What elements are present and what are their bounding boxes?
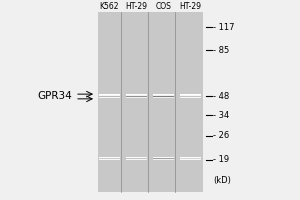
- Text: HT-29: HT-29: [179, 2, 202, 11]
- Bar: [126, 95, 147, 96]
- Text: - 48: - 48: [213, 92, 229, 101]
- Text: - 34: - 34: [213, 111, 229, 120]
- Bar: [153, 95, 174, 96]
- Bar: [126, 96, 147, 97]
- Bar: [153, 159, 174, 160]
- Bar: [99, 158, 120, 159]
- Bar: [99, 158, 120, 159]
- Bar: [99, 94, 120, 95]
- Bar: [153, 97, 174, 98]
- Text: - 26: - 26: [213, 131, 229, 140]
- Bar: [153, 95, 174, 96]
- Bar: [153, 157, 174, 158]
- Bar: [99, 96, 120, 97]
- Bar: [126, 97, 147, 98]
- Bar: [126, 96, 147, 97]
- Bar: [153, 159, 174, 160]
- Bar: [126, 95, 147, 96]
- Bar: [126, 158, 147, 159]
- Bar: [98, 12, 202, 192]
- Bar: [153, 97, 174, 98]
- Bar: [180, 97, 201, 98]
- Bar: [180, 159, 201, 160]
- Bar: [126, 158, 147, 159]
- Bar: [99, 97, 120, 98]
- Bar: [99, 157, 120, 158]
- Bar: [153, 96, 174, 97]
- Bar: [99, 95, 120, 96]
- Text: COS: COS: [156, 2, 171, 11]
- Bar: [153, 157, 174, 158]
- Bar: [180, 158, 201, 159]
- Bar: [153, 94, 174, 95]
- Bar: [180, 159, 201, 160]
- Bar: [126, 159, 147, 160]
- Bar: [126, 157, 147, 158]
- Bar: [180, 157, 201, 158]
- Bar: [126, 159, 147, 160]
- Bar: [99, 97, 120, 98]
- Text: - 19: - 19: [213, 155, 229, 164]
- Bar: [180, 96, 201, 97]
- Text: HT-29: HT-29: [125, 2, 148, 11]
- Bar: [153, 158, 174, 159]
- Bar: [99, 159, 120, 160]
- Text: GPR34: GPR34: [37, 91, 72, 101]
- Bar: [126, 97, 147, 98]
- Text: - 85: - 85: [213, 46, 229, 55]
- Bar: [126, 94, 147, 95]
- Bar: [99, 96, 120, 97]
- Bar: [99, 157, 120, 158]
- Bar: [99, 95, 120, 96]
- Text: (kD): (kD): [213, 176, 231, 185]
- Bar: [180, 94, 201, 95]
- Text: - 117: - 117: [213, 23, 235, 32]
- Bar: [126, 157, 147, 158]
- Bar: [180, 95, 201, 96]
- Bar: [180, 95, 201, 96]
- Text: K562: K562: [100, 2, 119, 11]
- Bar: [180, 96, 201, 97]
- Bar: [153, 96, 174, 97]
- Bar: [180, 158, 201, 159]
- Bar: [180, 97, 201, 98]
- Bar: [180, 157, 201, 158]
- Bar: [99, 159, 120, 160]
- Bar: [153, 158, 174, 159]
